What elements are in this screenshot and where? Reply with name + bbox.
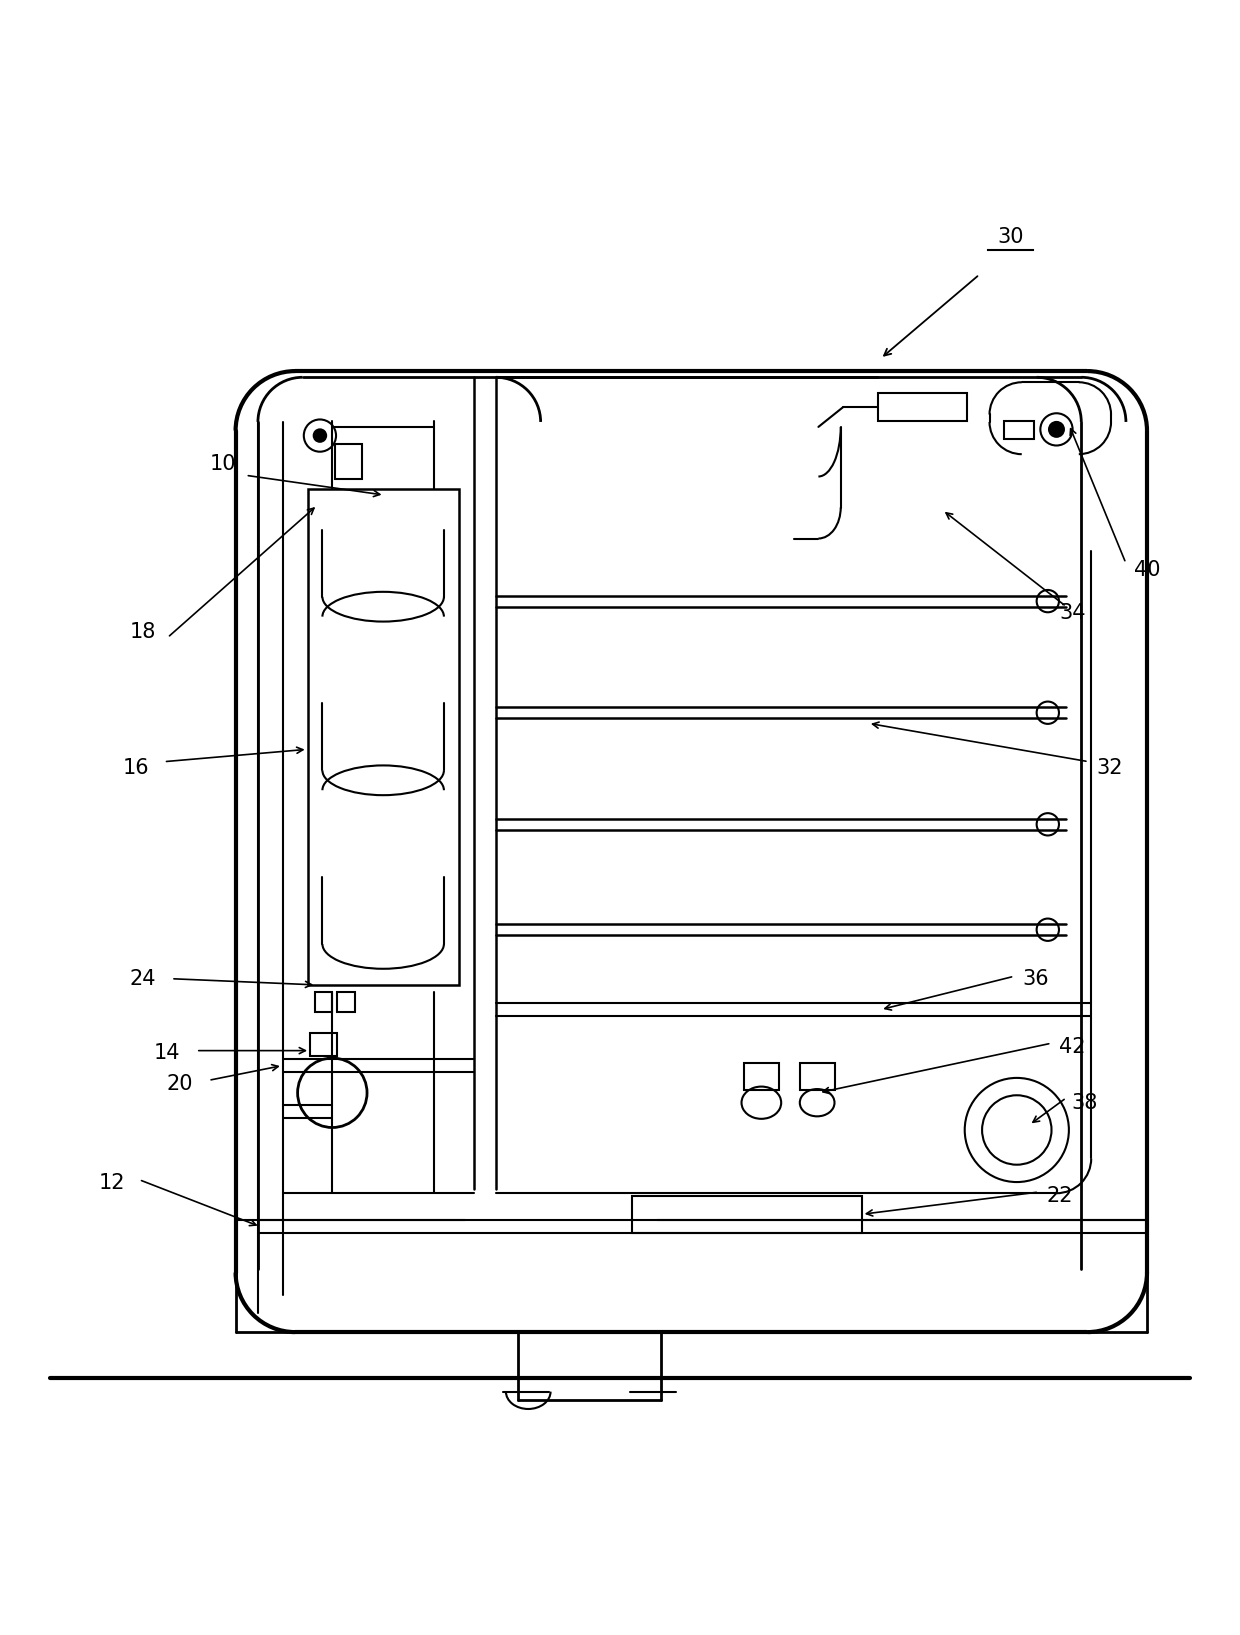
Text: 22: 22 [1047,1185,1074,1205]
Text: 12: 12 [98,1174,125,1194]
Text: 24: 24 [129,968,156,989]
Text: 14: 14 [154,1043,181,1063]
Circle shape [1049,422,1064,437]
Bar [878,394,967,420]
Bar [1004,420,1034,440]
Text: 10: 10 [210,455,237,474]
Bar [335,445,362,479]
Bar [308,489,459,984]
Bar [310,1033,337,1056]
Text: 20: 20 [166,1074,193,1094]
Text: 36: 36 [1022,968,1049,989]
Bar [744,1063,779,1091]
Text: 38: 38 [1071,1092,1099,1113]
Text: 16: 16 [123,759,150,778]
Text: 30: 30 [997,227,1024,247]
Text: 32: 32 [1096,759,1123,778]
Circle shape [314,430,326,441]
Bar [315,992,332,1012]
Bar [337,992,355,1012]
Text: 18: 18 [129,621,156,641]
Bar [800,1063,835,1091]
Text: 40: 40 [1133,559,1161,579]
Bar [632,1195,862,1233]
Text: 42: 42 [1059,1037,1086,1056]
Text: 34: 34 [1059,603,1086,623]
